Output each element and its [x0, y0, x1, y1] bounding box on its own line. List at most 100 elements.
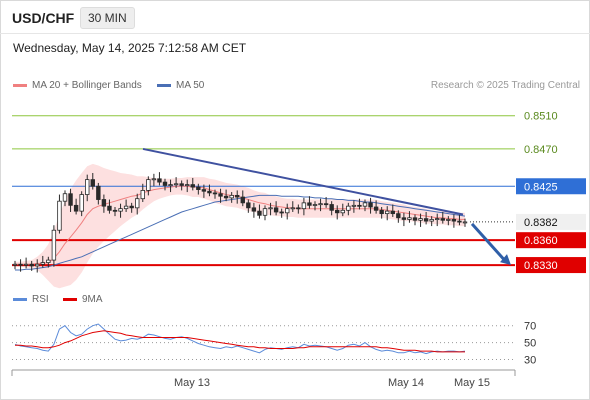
candle-body: [73, 204, 79, 212]
candle-body: [412, 217, 418, 221]
legend-rsi: RSI: [13, 294, 49, 305]
rsi-ma9-line: [15, 330, 465, 353]
candle-body: [123, 205, 129, 210]
candle-body: [185, 184, 190, 186]
candle-body: [335, 209, 340, 214]
candle-body: [279, 211, 284, 214]
candle-body: [229, 194, 234, 199]
rsi-level-label-70: 70: [524, 321, 536, 333]
legend-ma50-label: MA 50: [176, 80, 205, 91]
level-label-0.8510: 0.8510: [524, 111, 558, 123]
candle-body: [57, 200, 62, 231]
candle-body: [223, 195, 229, 199]
candle-body: [135, 198, 140, 209]
candle-body: [368, 202, 373, 208]
candle-body: [362, 202, 368, 207]
candle-body: [318, 203, 323, 206]
x-tick-label: May 15: [454, 377, 490, 389]
candle-body: [162, 181, 168, 186]
candle-body: [168, 184, 173, 186]
rsi-swatch: [13, 298, 27, 301]
candle-body: [62, 193, 68, 202]
legend-ma9: 9MA: [63, 294, 103, 305]
candle-body: [23, 263, 29, 266]
candle-body: [173, 183, 179, 186]
candle-body: [251, 207, 257, 212]
rsi-level-label-30: 30: [524, 355, 536, 367]
candle-body: [29, 263, 34, 267]
candle-body: [457, 220, 462, 223]
candle-body: [462, 221, 468, 224]
candle-body: [268, 207, 273, 210]
candle-body: [40, 262, 45, 265]
x-tick-label: May 13: [174, 377, 210, 389]
candle-body: [190, 184, 195, 188]
rsi-level-label-50: 50: [524, 338, 536, 350]
level-label-0.8470: 0.8470: [524, 144, 558, 156]
timeframe-button[interactable]: 30 MIN: [80, 7, 135, 29]
candle-body: [379, 209, 384, 215]
ma50-line: [15, 194, 466, 271]
trendline: [142, 147, 464, 216]
candle-body: [340, 209, 345, 214]
candle-body: [396, 213, 401, 219]
candle-body: [440, 218, 445, 221]
candle-body: [323, 203, 329, 206]
candle-body: [157, 178, 162, 183]
candle-body: [118, 208, 123, 212]
candle-body: [218, 193, 223, 197]
candle-body: [307, 202, 312, 206]
candle-body: [179, 183, 184, 186]
candle-body: [273, 207, 279, 213]
candle-body: [446, 219, 451, 221]
candle-body: [418, 218, 423, 221]
forecast-arrow-head: [500, 254, 511, 266]
forecast-arrow-shaft: [470, 222, 508, 263]
candle-body: [207, 190, 212, 194]
candle-body: [385, 210, 390, 215]
candle-body: [246, 202, 251, 209]
candle-body: [107, 205, 112, 211]
ma50-swatch: [157, 84, 171, 87]
candle-body: [285, 208, 290, 214]
candle-body: [401, 217, 407, 220]
rsi-line: [14, 323, 466, 355]
candle-body: [85, 179, 90, 195]
candle-body: [407, 217, 412, 220]
candle-body: [451, 219, 457, 222]
candle-body: [12, 263, 18, 266]
candle-body: [146, 179, 151, 191]
ma20-swatch: [13, 84, 27, 87]
candle-body: [196, 186, 201, 190]
candle-body: [151, 178, 157, 181]
candle-body: [357, 204, 362, 207]
level-label-0.8382: 0.8382: [524, 217, 558, 229]
candle-body: [262, 208, 268, 216]
level-tag-0.8382: [516, 213, 586, 230]
ma9-swatch: [63, 298, 77, 301]
legend-ma20-label: MA 20 + Bollinger Bands: [32, 80, 142, 91]
candle-body: [212, 192, 218, 195]
candle-body: [51, 229, 57, 261]
candle-body: [296, 207, 301, 210]
candle-body: [101, 199, 107, 207]
level-label-0.8330: 0.8330: [524, 260, 558, 272]
candle-body: [301, 202, 307, 210]
candle-body: [429, 219, 434, 222]
legend-rsi-label: RSI: [32, 294, 49, 305]
credit-text: Research © 2025 Trading Central: [430, 80, 580, 91]
level-tag-0.8425: [516, 178, 586, 195]
candle-body: [329, 204, 334, 211]
candle-body: [68, 193, 73, 206]
candle-body: [312, 204, 318, 206]
candle-body: [18, 263, 23, 266]
candle-body: [290, 207, 295, 210]
level-tag-0.8330: [516, 257, 586, 274]
candle-body: [129, 205, 134, 209]
candle-body: [112, 209, 118, 212]
candle-body: [373, 206, 379, 211]
candle-body: [96, 185, 101, 200]
candle-body: [257, 210, 262, 216]
candle-body: [140, 190, 145, 200]
